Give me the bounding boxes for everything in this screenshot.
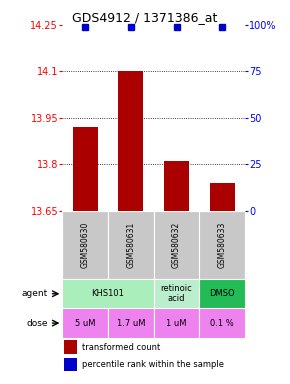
Text: GDS4912 / 1371386_at: GDS4912 / 1371386_at xyxy=(72,11,218,24)
Bar xyxy=(118,71,144,211)
Bar xyxy=(154,211,200,279)
Text: 5 uM: 5 uM xyxy=(75,319,95,328)
Bar xyxy=(62,308,108,338)
Bar xyxy=(64,340,77,354)
Bar xyxy=(210,183,235,211)
Bar xyxy=(72,127,98,211)
Text: 0.1 %: 0.1 % xyxy=(210,319,234,328)
Bar xyxy=(199,308,245,338)
Text: KHS101: KHS101 xyxy=(92,289,124,298)
Bar xyxy=(62,211,108,279)
Text: 1 uM: 1 uM xyxy=(166,319,187,328)
Bar xyxy=(64,358,77,371)
Text: transformed count: transformed count xyxy=(82,343,161,352)
Text: GSM580632: GSM580632 xyxy=(172,222,181,268)
Bar xyxy=(164,161,189,211)
Text: 1.7 uM: 1.7 uM xyxy=(117,319,145,328)
Text: GSM580630: GSM580630 xyxy=(81,222,90,268)
Text: dose: dose xyxy=(26,319,48,328)
Text: GSM580631: GSM580631 xyxy=(126,222,135,268)
Text: retinoic
acid: retinoic acid xyxy=(161,284,192,303)
Text: agent: agent xyxy=(21,289,48,298)
Bar xyxy=(62,279,154,308)
Bar xyxy=(108,211,154,279)
Bar xyxy=(108,308,154,338)
Bar xyxy=(154,279,200,308)
Text: GSM580633: GSM580633 xyxy=(218,222,227,268)
Text: percentile rank within the sample: percentile rank within the sample xyxy=(82,360,224,369)
Bar xyxy=(199,211,245,279)
Bar xyxy=(199,279,245,308)
Bar xyxy=(154,308,200,338)
Text: DMSO: DMSO xyxy=(209,289,235,298)
